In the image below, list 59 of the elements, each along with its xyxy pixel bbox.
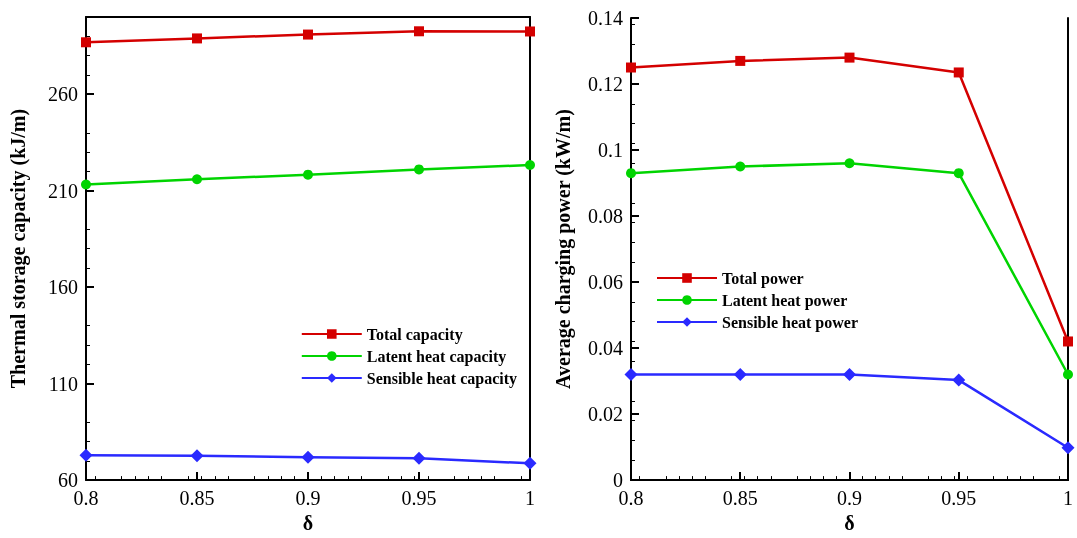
point	[190, 449, 204, 463]
point	[844, 158, 855, 169]
point	[192, 174, 202, 185]
point	[735, 161, 746, 172]
y-tick-label: 0.06	[588, 271, 623, 294]
point	[735, 55, 746, 66]
x-tick-label: 0.85	[179, 487, 215, 510]
point	[525, 160, 535, 170]
point	[192, 33, 202, 44]
point	[301, 450, 315, 464]
legend-label: Total capacity	[366, 325, 463, 344]
point	[81, 179, 91, 190]
y-tick-label: 0.1	[598, 139, 623, 162]
point	[1063, 336, 1073, 347]
point	[844, 52, 855, 63]
point	[952, 373, 966, 387]
x-tick-label: 0.95	[941, 487, 977, 510]
point	[733, 367, 747, 381]
y-tick-label: 260	[48, 83, 78, 106]
legend-label: Latent heat capacity	[366, 347, 507, 366]
y-tick-label: 0.08	[588, 205, 623, 228]
y-tick-label: 0.12	[588, 73, 623, 96]
point	[626, 62, 636, 73]
point	[412, 451, 426, 465]
point	[525, 26, 535, 37]
legend-label: Latent heat power	[722, 291, 848, 310]
point	[414, 26, 424, 37]
point	[303, 29, 313, 40]
x-tick-label: 0.9	[837, 487, 862, 510]
x-tick-label: 1	[525, 487, 535, 510]
point	[953, 168, 964, 179]
x-axis-title: δ	[302, 512, 314, 534]
y-tick-label: 210	[48, 179, 78, 202]
point	[843, 367, 856, 381]
y-tick-label: 0.02	[588, 403, 623, 426]
x-tick-label: 0.9	[295, 487, 321, 510]
legend-label: Sensible heat capacity	[366, 369, 517, 388]
point	[414, 164, 424, 175]
point	[624, 367, 638, 381]
x-tick-label: 0.95	[401, 487, 437, 510]
x-tick-label: 1	[1063, 487, 1073, 510]
point	[523, 456, 537, 470]
point	[79, 448, 93, 462]
y-axis-title: Average charging power (kW/m)	[552, 109, 575, 389]
x-axis-title: δ	[844, 512, 855, 534]
legend-label: Total power	[722, 269, 804, 288]
y-tick-label: 0.04	[588, 337, 623, 360]
y-tick-label: 110	[48, 372, 78, 395]
point	[953, 67, 964, 78]
point	[626, 168, 636, 179]
point	[1063, 369, 1073, 380]
point	[303, 169, 313, 180]
point	[1061, 441, 1075, 455]
y-axis-title: Thermal storage capacity (kJ/m)	[7, 108, 30, 389]
y-tick-label: 0.14	[588, 7, 623, 29]
legend-label: Sensible heat power	[722, 313, 858, 332]
x-tick-label: 0.85	[722, 487, 758, 510]
y-tick-label: 160	[48, 276, 78, 299]
point	[81, 37, 91, 48]
